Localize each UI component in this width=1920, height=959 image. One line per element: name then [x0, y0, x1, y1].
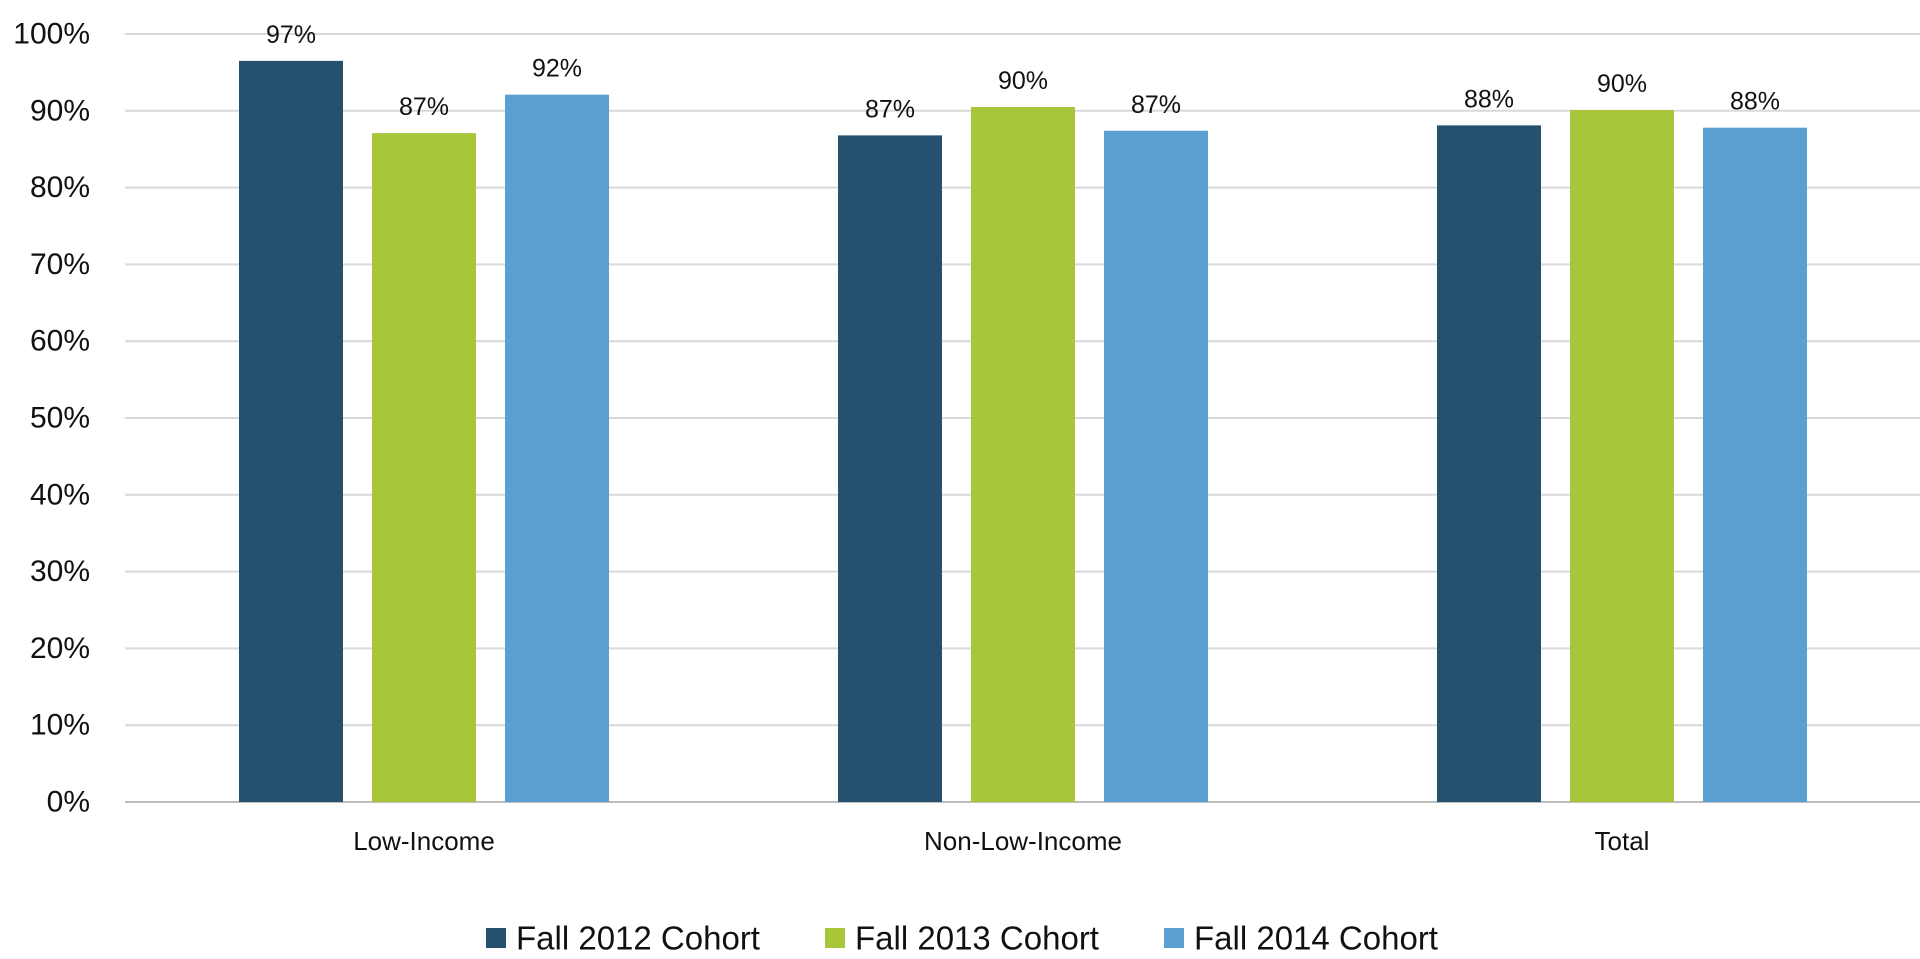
- bar-1-3: [1437, 125, 1541, 803]
- legend: Fall 2012 Cohort Fall 2013 Cohort Fall 201…: [486, 920, 1438, 957]
- y-tick-label: 70%: [30, 248, 90, 281]
- x-axis: Low-Income Non-Low-Income Total: [353, 826, 1649, 856]
- legend-label: Fall 2012 Cohort: [516, 920, 760, 957]
- y-tick-label: 30%: [30, 555, 90, 588]
- bar-3-2: [1104, 130, 1208, 802]
- legend-swatch: [825, 928, 845, 948]
- data-label: 88%: [1730, 88, 1780, 116]
- data-label: 87%: [1131, 91, 1181, 119]
- legend-swatch: [1164, 928, 1184, 948]
- legend-label: Fall 2013 Cohort: [855, 920, 1099, 957]
- bar-2-1: [372, 133, 476, 802]
- y-tick-label: 0%: [47, 786, 90, 819]
- y-tick-label: 20%: [30, 632, 90, 665]
- y-tick-label: 10%: [30, 709, 90, 742]
- x-tick-label: Total: [1595, 826, 1650, 856]
- legend-label: Fall 2014 Cohort: [1194, 920, 1438, 957]
- x-tick-label: Non-Low-Income: [924, 826, 1122, 856]
- bar-3-3: [1703, 127, 1807, 803]
- bar-2-3: [1570, 110, 1674, 803]
- x-tick-label: Low-Income: [353, 826, 495, 856]
- data-label: 97%: [266, 21, 316, 49]
- y-tick-label: 100%: [13, 18, 90, 51]
- bar-2-2: [971, 106, 1075, 802]
- data-label: 87%: [399, 93, 449, 121]
- data-label: 90%: [998, 67, 1048, 95]
- y-tick-label: 50%: [30, 402, 90, 435]
- y-tick-label: 90%: [30, 94, 90, 127]
- y-tick-label: 80%: [30, 171, 90, 204]
- y-tick-label: 40%: [30, 478, 90, 511]
- data-label: 87%: [865, 95, 915, 123]
- y-tick-label: 60%: [30, 325, 90, 358]
- bar-3-1: [505, 94, 609, 802]
- data-label: 90%: [1597, 70, 1647, 98]
- legend-swatch: [486, 928, 506, 948]
- data-label: 92%: [532, 55, 582, 83]
- bars: [239, 60, 1807, 803]
- bar-1-2: [838, 135, 942, 803]
- data-label: 88%: [1464, 85, 1514, 113]
- y-axis: 0% 10% 20% 30% 40% 50% 60% 70% 80% 90% 100%: [13, 18, 90, 819]
- bar-1-1: [239, 60, 343, 802]
- data-labels: 97% 87% 92% 87% 90% 87% 88% 90% 88%: [266, 21, 1780, 123]
